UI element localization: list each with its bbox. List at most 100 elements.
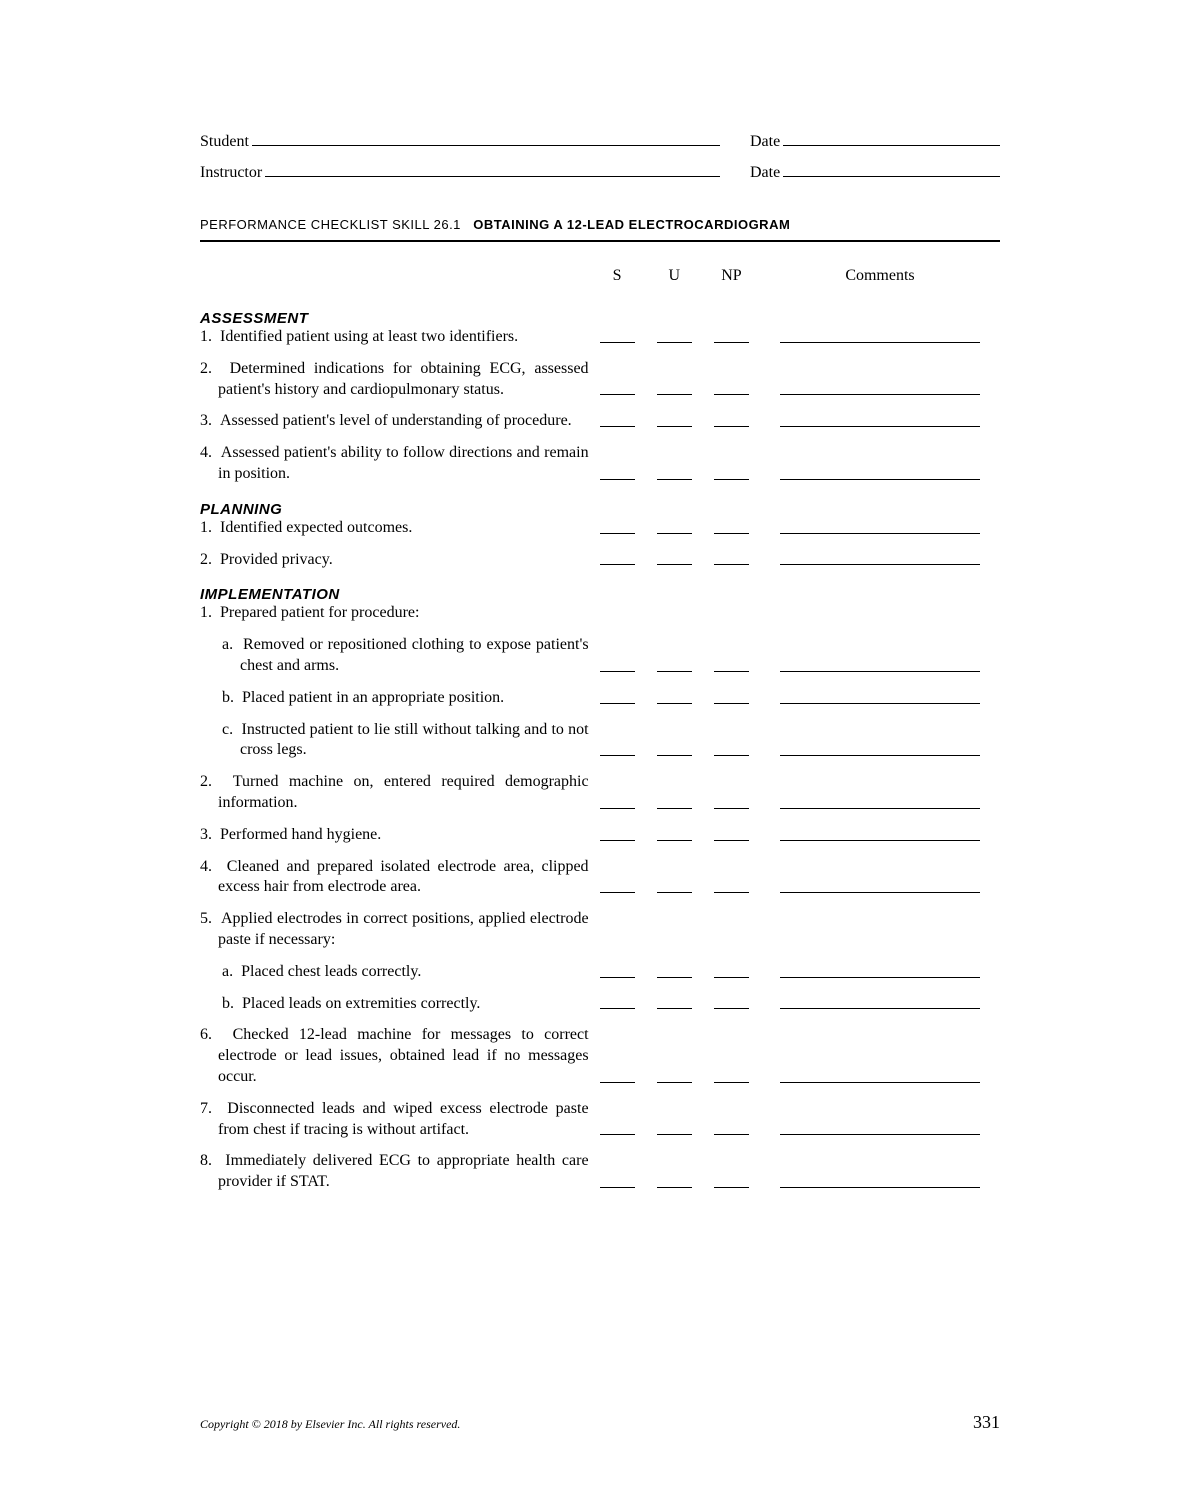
- item-text: 6. Checked 12-lead machine for messages …: [200, 1025, 589, 1087]
- item-text: 7. Disconnected leads and wiped excess e…: [200, 1099, 589, 1141]
- checklist-item: 4. Cleaned and prepared isolated electro…: [200, 857, 1000, 910]
- col-np: NP: [703, 267, 760, 305]
- check-blank[interactable]: [714, 1176, 749, 1188]
- check-blank[interactable]: [657, 829, 692, 841]
- check-blank[interactable]: [657, 881, 692, 893]
- title-divider: [200, 240, 1000, 242]
- check-blank[interactable]: [657, 553, 692, 565]
- item-text: a. Placed chest leads correctly.: [200, 962, 589, 983]
- check-blank[interactable]: [714, 660, 749, 672]
- check-blank[interactable]: [657, 522, 692, 534]
- check-blank[interactable]: [657, 797, 692, 809]
- check-blank[interactable]: [657, 1123, 692, 1135]
- comment-blank[interactable]: [780, 966, 980, 978]
- check-blank[interactable]: [714, 829, 749, 841]
- check-blank[interactable]: [714, 331, 749, 343]
- date-label-1: Date: [750, 133, 780, 151]
- col-u: U: [646, 267, 703, 305]
- check-blank[interactable]: [600, 468, 635, 480]
- check-blank[interactable]: [600, 966, 635, 978]
- check-blank[interactable]: [600, 881, 635, 893]
- comment-blank[interactable]: [780, 553, 980, 565]
- comment-blank[interactable]: [780, 829, 980, 841]
- student-line[interactable]: [252, 130, 720, 146]
- checklist-item: IMPLEMENTATION1. Prepared patient for pr…: [200, 581, 1000, 635]
- item-text: b. Placed patient in an appropriate posi…: [200, 688, 589, 709]
- check-blank[interactable]: [657, 415, 692, 427]
- comment-blank[interactable]: [780, 660, 980, 672]
- student-row: Student Date: [200, 130, 1000, 151]
- comment-blank[interactable]: [780, 415, 980, 427]
- check-blank[interactable]: [714, 415, 749, 427]
- comment-blank[interactable]: [780, 744, 980, 756]
- checklist-item: 7. Disconnected leads and wiped excess e…: [200, 1099, 1000, 1152]
- check-blank[interactable]: [657, 331, 692, 343]
- column-headers: S U NP Comments: [200, 267, 1000, 305]
- comment-blank[interactable]: [780, 522, 980, 534]
- comment-blank[interactable]: [780, 692, 980, 704]
- check-blank[interactable]: [714, 881, 749, 893]
- item-text: 1. Identified expected outcomes.: [200, 518, 589, 539]
- item-text: 2. Determined indications for obtaining …: [200, 359, 589, 401]
- item-text: 1. Identified patient using at least two…: [200, 327, 589, 348]
- check-blank[interactable]: [714, 692, 749, 704]
- check-blank[interactable]: [714, 522, 749, 534]
- comment-blank[interactable]: [780, 383, 980, 395]
- instructor-line[interactable]: [265, 161, 720, 177]
- check-blank[interactable]: [600, 692, 635, 704]
- check-blank[interactable]: [657, 660, 692, 672]
- check-blank[interactable]: [600, 1176, 635, 1188]
- check-blank[interactable]: [714, 997, 749, 1009]
- check-blank[interactable]: [600, 997, 635, 1009]
- checklist-item: a. Placed chest leads correctly.: [200, 962, 1000, 994]
- check-blank[interactable]: [600, 829, 635, 841]
- item-text: 2. Turned machine on, entered required d…: [200, 772, 589, 814]
- check-blank[interactable]: [714, 383, 749, 395]
- check-blank[interactable]: [714, 966, 749, 978]
- comment-blank[interactable]: [780, 331, 980, 343]
- date-line-1[interactable]: [783, 130, 1000, 146]
- check-blank[interactable]: [714, 797, 749, 809]
- comment-blank[interactable]: [780, 997, 980, 1009]
- checklist-item: b. Placed leads on extremities correctly…: [200, 994, 1000, 1026]
- check-blank[interactable]: [600, 660, 635, 672]
- title-main: OBTAINING A 12-LEAD ELECTROCARDIOGRAM: [473, 217, 790, 232]
- check-blank[interactable]: [600, 553, 635, 565]
- check-blank[interactable]: [657, 966, 692, 978]
- check-blank[interactable]: [657, 1176, 692, 1188]
- check-blank[interactable]: [600, 1123, 635, 1135]
- comment-blank[interactable]: [780, 468, 980, 480]
- check-blank[interactable]: [657, 383, 692, 395]
- checklist-item: 3. Performed hand hygiene.: [200, 825, 1000, 857]
- comment-blank[interactable]: [780, 797, 980, 809]
- comment-blank[interactable]: [780, 1176, 980, 1188]
- check-blank[interactable]: [600, 522, 635, 534]
- comment-blank[interactable]: [780, 1123, 980, 1135]
- check-blank[interactable]: [657, 692, 692, 704]
- comment-blank[interactable]: [780, 881, 980, 893]
- check-blank[interactable]: [714, 553, 749, 565]
- section-heading: ASSESSMENT: [200, 305, 589, 327]
- item-text: 8. Immediately delivered ECG to appropri…: [200, 1151, 589, 1193]
- check-blank[interactable]: [714, 1071, 749, 1083]
- checklist-item: 5. Applied electrodes in correct positio…: [200, 909, 1000, 962]
- check-blank[interactable]: [714, 1123, 749, 1135]
- check-blank[interactable]: [714, 744, 749, 756]
- check-blank[interactable]: [600, 415, 635, 427]
- check-blank[interactable]: [600, 331, 635, 343]
- comment-blank[interactable]: [780, 1071, 980, 1083]
- check-blank[interactable]: [600, 1071, 635, 1083]
- check-blank[interactable]: [657, 744, 692, 756]
- item-text: c. Instructed patient to lie still witho…: [200, 720, 589, 762]
- date-line-2[interactable]: [783, 161, 1000, 177]
- checklist-table: S U NP Comments ASSESSMENT1. Identified …: [200, 267, 1000, 1204]
- check-blank[interactable]: [657, 1071, 692, 1083]
- check-blank[interactable]: [657, 997, 692, 1009]
- section-heading: PLANNING: [200, 496, 589, 518]
- check-blank[interactable]: [600, 744, 635, 756]
- check-blank[interactable]: [600, 383, 635, 395]
- check-blank[interactable]: [657, 468, 692, 480]
- check-blank[interactable]: [600, 797, 635, 809]
- checklist-item: ASSESSMENT1. Identified patient using at…: [200, 305, 1000, 359]
- check-blank[interactable]: [714, 468, 749, 480]
